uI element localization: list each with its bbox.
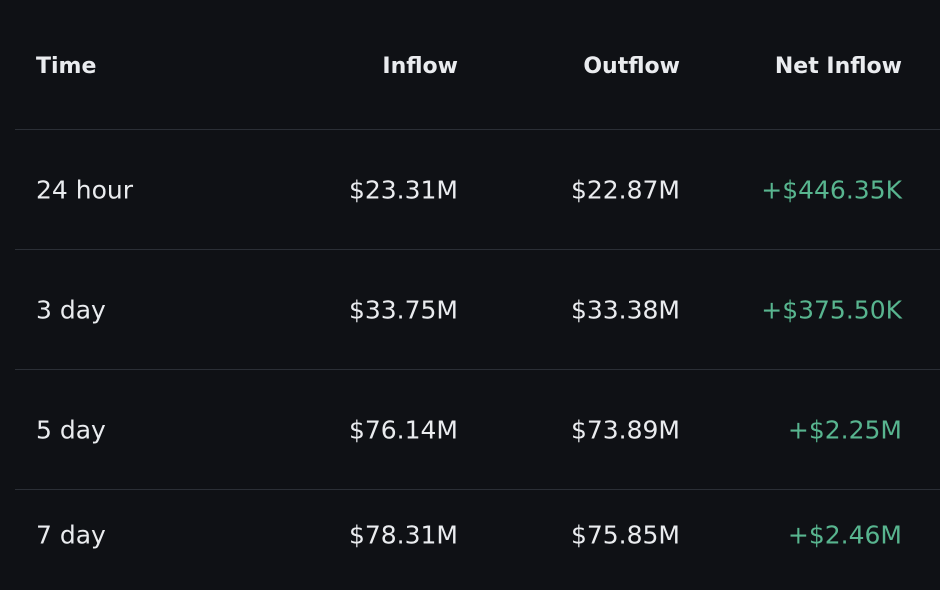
inflow-cell: $78.31M (348, 520, 458, 550)
time-cell: 7 day (36, 520, 106, 550)
outflow-cell: $22.87M (570, 175, 680, 204)
time-cell: 5 day (36, 415, 106, 444)
table-row: 7 day $78.31M $75.85M +$2.46M (15, 475, 940, 590)
time-cell: 3 day (36, 295, 106, 324)
outflow-cell: $73.89M (570, 415, 680, 444)
outflow-cell: $75.85M (570, 520, 680, 550)
inflow-cell: $23.31M (348, 175, 458, 204)
inflow-cell: $76.14M (348, 415, 458, 444)
net-inflow-cell: +$2.25M (787, 415, 902, 444)
net-inflow-cell: +$375.50K (761, 295, 902, 324)
table-header: Time Inflow Outflow Net Inflow (15, 0, 940, 130)
table-row: 24 hour $23.31M $22.87M +$446.35K (15, 130, 940, 250)
outflow-cell: $33.38M (570, 295, 680, 324)
net-inflow-cell: +$2.46M (787, 520, 902, 550)
time-cell: 24 hour (36, 175, 134, 204)
column-header-time[interactable]: Time (36, 54, 97, 79)
inflow-cell: $33.75M (348, 295, 458, 324)
net-inflow-cell: +$446.35K (761, 175, 902, 204)
column-header-inflow[interactable]: Inflow (382, 54, 458, 79)
table-row: 5 day $76.14M $73.89M +$2.25M (15, 370, 940, 490)
table-row: 3 day $33.75M $33.38M +$375.50K (15, 250, 940, 370)
column-header-outflow[interactable]: Outflow (583, 54, 680, 79)
column-header-net-inflow[interactable]: Net Inflow (774, 54, 902, 79)
